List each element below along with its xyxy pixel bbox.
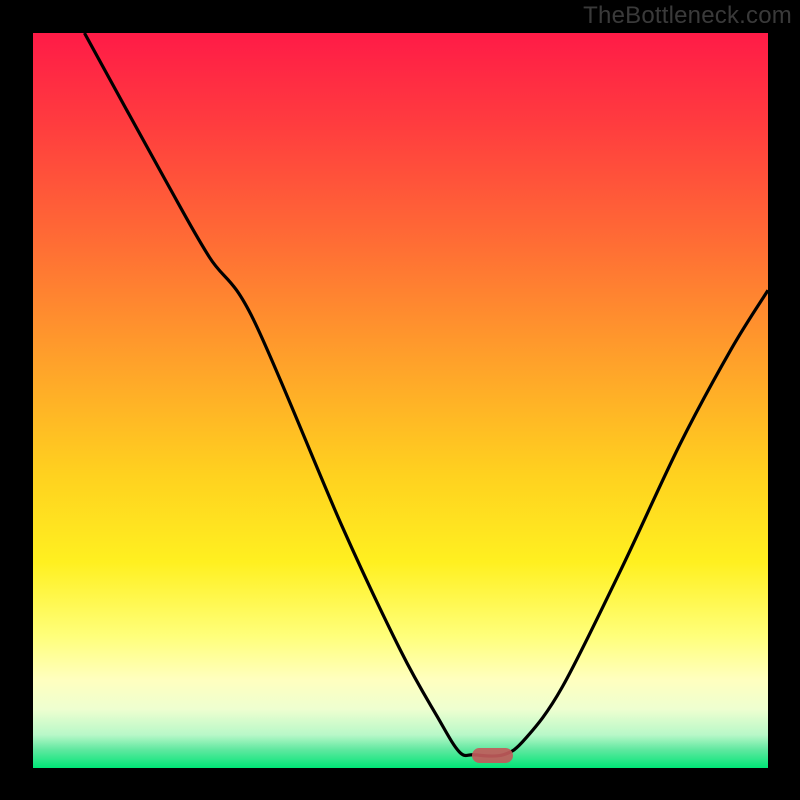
plot-area	[33, 33, 768, 768]
watermark-text: TheBottleneck.com	[583, 2, 792, 30]
bottleneck-chart: TheBottleneck.com	[0, 0, 800, 800]
target-marker	[472, 748, 512, 763]
bottleneck-curve	[33, 33, 768, 768]
